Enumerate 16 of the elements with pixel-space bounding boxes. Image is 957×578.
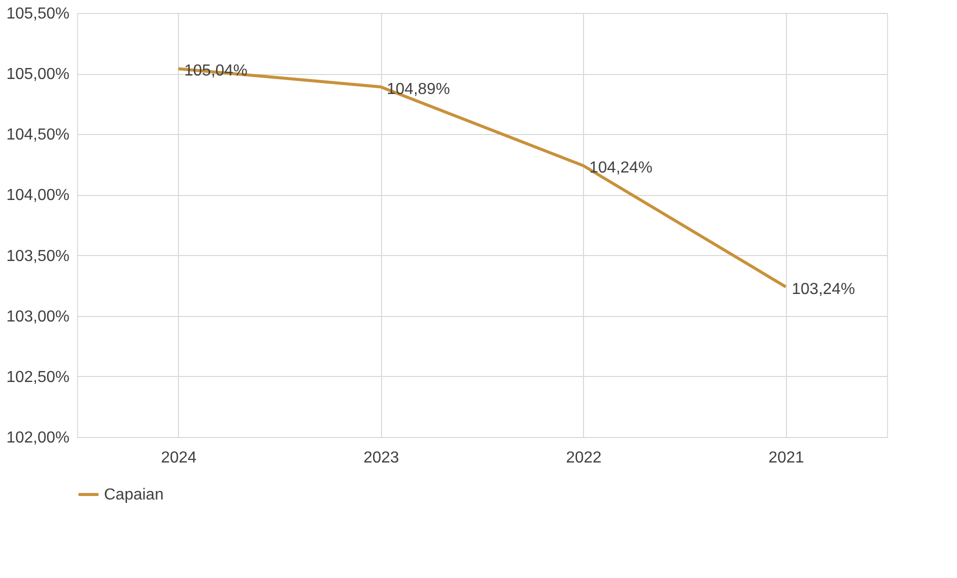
y-tick-label: 103,50% bbox=[6, 248, 70, 265]
y-tick-label: 105,50% bbox=[6, 6, 70, 22]
y-tick-label: 102,50% bbox=[6, 368, 70, 386]
x-tick-label: 2023 bbox=[363, 450, 400, 466]
y-tick-label: 104,50% bbox=[6, 126, 70, 144]
y-tick-label: 103,00% bbox=[6, 308, 70, 326]
y-tick-label: 102,00% bbox=[6, 430, 70, 446]
x-tick-label: 2021 bbox=[768, 450, 804, 466]
x-tick-label: 2024 bbox=[160, 450, 197, 466]
y-tick-label: 105,00% bbox=[6, 66, 70, 84]
data-label: 104,24% bbox=[589, 160, 652, 177]
legend-label: Capaian bbox=[104, 486, 164, 504]
x-tick-label: 2022 bbox=[566, 450, 602, 466]
data-label: 103,24% bbox=[792, 280, 855, 298]
y-tick-label: 104,00% bbox=[6, 187, 70, 204]
data-label: 104,89% bbox=[386, 80, 450, 98]
